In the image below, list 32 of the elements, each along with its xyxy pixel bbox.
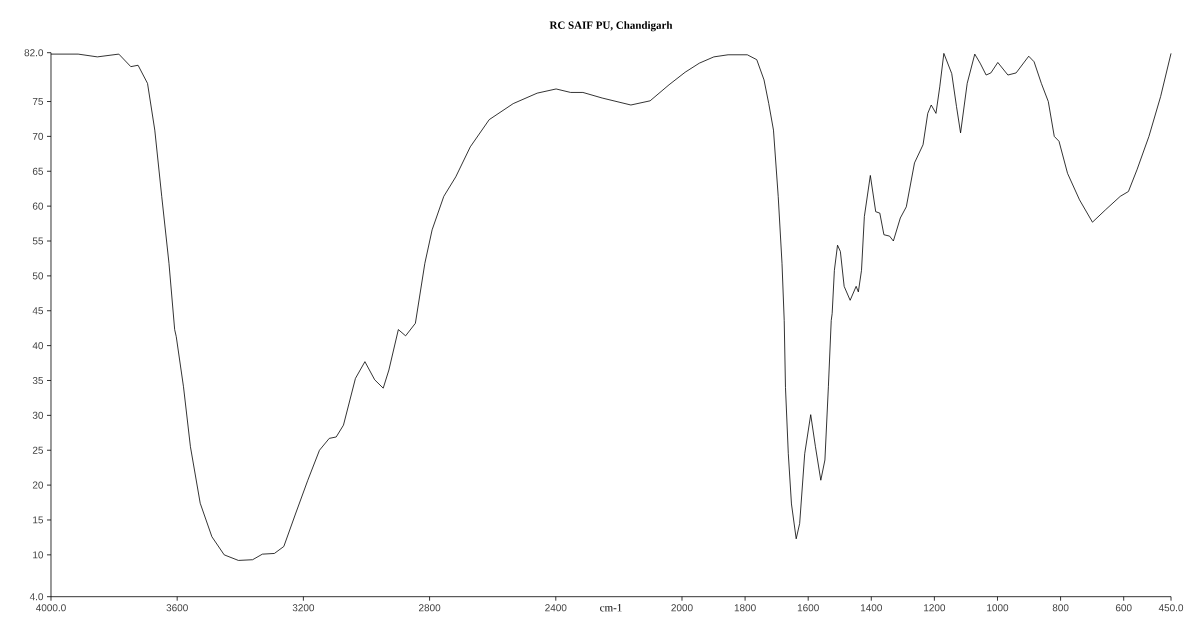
y-tick-label: 55 <box>32 237 44 245</box>
y-tick-label: 35 <box>32 376 44 385</box>
y-tick-label: 4.0 <box>29 593 44 601</box>
chart-title: RC SAIF PU, Chandigarh <box>549 21 673 32</box>
x-tick-label: 800 <box>1052 604 1069 612</box>
x-tick-label: 1000 <box>987 604 1009 612</box>
y-tick-label: 10 <box>33 551 44 559</box>
y-tick-label: 20 <box>32 481 44 489</box>
y-tick-label: 70 <box>32 132 44 140</box>
y-tick-label: 40 <box>32 342 44 350</box>
y-tick-label: 50 <box>32 272 44 280</box>
x-axis-title: cm-1 <box>600 604 622 612</box>
x-tick-label: 1800 <box>734 604 756 612</box>
x-tick-label: 600 <box>1115 604 1132 612</box>
x-tick-label: 1600 <box>797 604 819 612</box>
x-tick-label: 3600 <box>166 604 188 612</box>
y-tick-label: 15 <box>33 516 44 524</box>
x-tick-label: 2000 <box>671 604 693 612</box>
x-tick-label: 450.0 <box>1158 604 1184 612</box>
y-tick-label: 82.0 <box>24 49 44 57</box>
x-tick-label: 4000.0 <box>35 604 66 612</box>
y-tick-label: 75 <box>32 98 44 105</box>
y-tick-label: 65 <box>32 167 44 175</box>
y-tick-label: 25 <box>32 446 44 454</box>
x-tick-label: 3200 <box>292 604 315 612</box>
x-tick-label: 2400 <box>545 604 567 612</box>
x-tick-label: 2800 <box>419 604 441 612</box>
x-tick-label: 1200 <box>924 604 946 612</box>
y-tick-label: 60 <box>32 202 44 210</box>
x-tick-label: 1400 <box>860 604 882 612</box>
y-tick-label: 30 <box>32 411 44 419</box>
y-tick-label: 45 <box>32 307 44 315</box>
